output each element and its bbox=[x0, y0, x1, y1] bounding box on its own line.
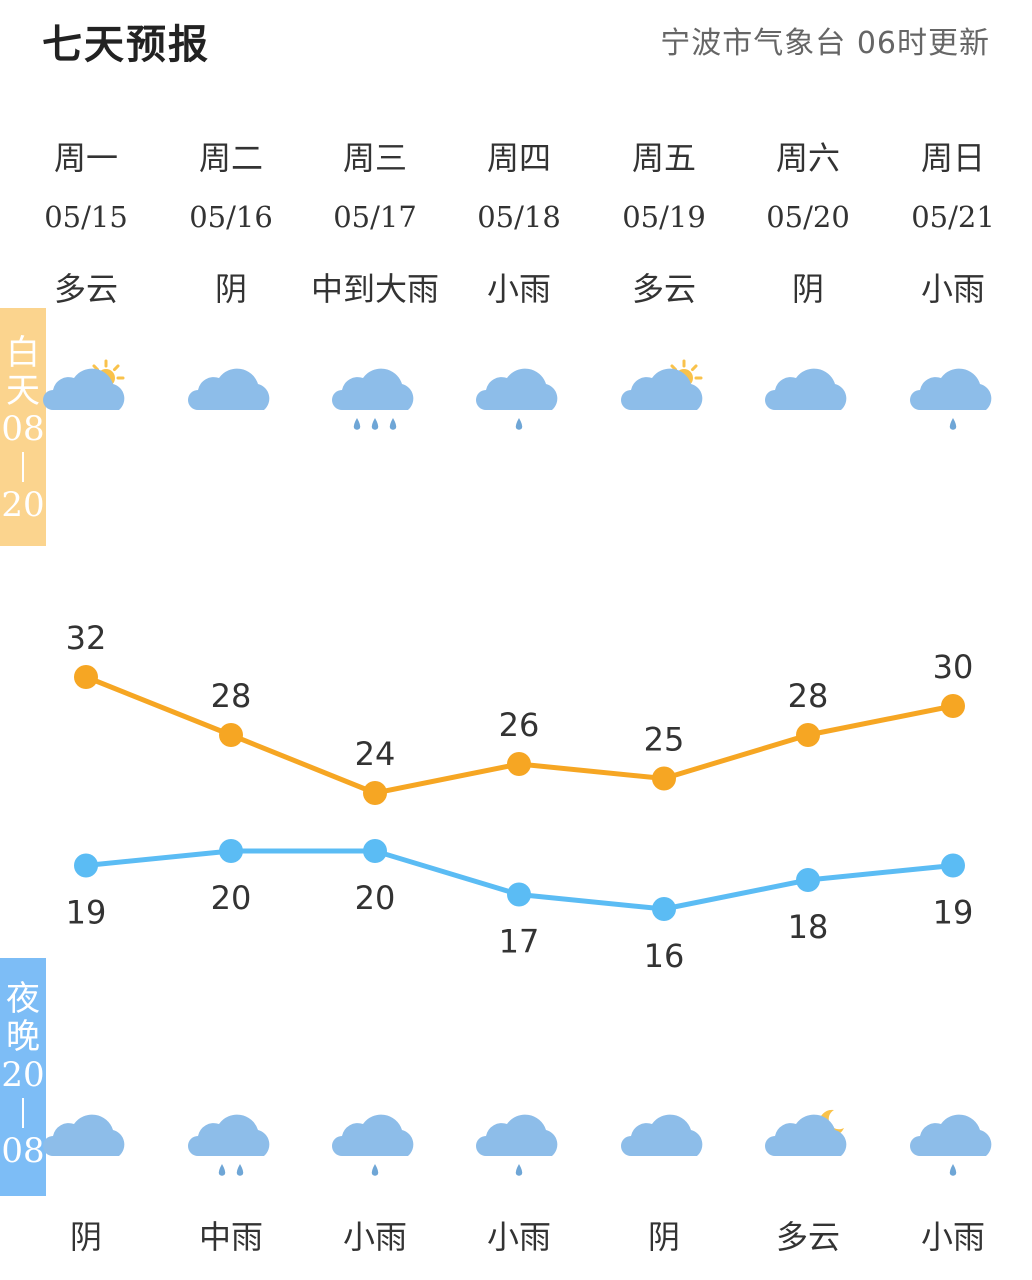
update-source: 宁波市气象台 06时更新 bbox=[660, 26, 990, 61]
low-temp-point bbox=[74, 853, 98, 878]
day-condition-label: 小雨 bbox=[920, 270, 985, 308]
cloudy-icon bbox=[621, 1114, 703, 1156]
high-temp-label: 28 bbox=[788, 677, 829, 715]
night-tag: 夜 晚 20 08 bbox=[0, 958, 46, 1196]
day-condition-label: 中到大雨 bbox=[310, 270, 439, 308]
weekday-label: 周日 bbox=[920, 139, 985, 177]
low-temp-label: 20 bbox=[211, 879, 252, 917]
low-temp-point bbox=[219, 839, 243, 863]
night-tag-time: 20 bbox=[1, 1055, 45, 1095]
night-tag-char: 夜 bbox=[6, 979, 40, 1019]
partly-cloudy-day-icon bbox=[621, 359, 703, 410]
low-temp-label: 20 bbox=[355, 879, 396, 917]
night-condition-label: 多云 bbox=[775, 1218, 840, 1256]
high-temp-label: 28 bbox=[211, 677, 252, 715]
daytime-tag-time: 08 bbox=[1, 409, 45, 449]
high-temp-point bbox=[507, 752, 531, 776]
night-condition-label: 阴 bbox=[69, 1218, 102, 1256]
daytime-tag-time: 20 bbox=[1, 485, 45, 525]
night-tag-char: 晚 bbox=[6, 1017, 40, 1057]
low-temp-point bbox=[507, 882, 531, 907]
low-temp-label: 19 bbox=[933, 894, 974, 932]
light-rain-icon bbox=[476, 368, 558, 430]
weekday-label: 周四 bbox=[486, 139, 551, 177]
day-condition-label: 多云 bbox=[631, 270, 696, 308]
heavy-rain-icon bbox=[332, 368, 414, 430]
day-condition-label: 小雨 bbox=[486, 270, 551, 308]
weekday-label: 周三 bbox=[342, 139, 407, 177]
daytime-tag: 白 天 08 20 bbox=[0, 308, 46, 546]
high-temp-label: 25 bbox=[644, 721, 685, 759]
day-condition-label: 多云 bbox=[53, 270, 118, 308]
low-temp-point bbox=[796, 868, 820, 892]
high-temp-point bbox=[941, 694, 965, 718]
night-condition-label: 中雨 bbox=[198, 1218, 263, 1256]
low-temp-label: 16 bbox=[644, 937, 685, 975]
date-label: 05/20 bbox=[766, 200, 850, 234]
night-tag-divider bbox=[22, 1098, 24, 1128]
weekday-label: 周二 bbox=[198, 139, 263, 177]
high-temp-label: 26 bbox=[499, 706, 540, 744]
high-temp-point bbox=[363, 781, 387, 805]
low-temp-label: 18 bbox=[788, 908, 829, 946]
high-temp-label: 24 bbox=[355, 735, 396, 773]
partly-cloudy-day-icon bbox=[43, 359, 125, 410]
low-temp-point bbox=[652, 897, 676, 921]
daytime-tag-divider bbox=[22, 452, 24, 482]
night-condition-label: 小雨 bbox=[342, 1218, 407, 1256]
weekday-label: 周五 bbox=[631, 139, 696, 177]
day-condition-label: 阴 bbox=[791, 270, 824, 308]
high-temp-point bbox=[219, 723, 243, 747]
cloudy-icon bbox=[188, 368, 270, 410]
date-label: 05/15 bbox=[44, 200, 128, 234]
daytime-tag-char: 天 bbox=[6, 371, 40, 411]
cloudy-icon bbox=[43, 1114, 125, 1156]
date-label: 05/19 bbox=[622, 200, 706, 234]
weekday-label: 周一 bbox=[53, 139, 118, 177]
night-condition-label: 阴 bbox=[647, 1218, 680, 1256]
page-title: 七天预报 bbox=[42, 22, 210, 68]
night-condition-label: 小雨 bbox=[920, 1218, 985, 1256]
night-tag-time: 08 bbox=[1, 1131, 45, 1171]
high-temp-point bbox=[74, 665, 98, 689]
cloudy-icon bbox=[765, 368, 847, 410]
low-temp-label: 19 bbox=[66, 894, 107, 932]
partly-cloudy-night-icon bbox=[765, 1109, 847, 1156]
date-label: 05/21 bbox=[911, 200, 995, 234]
date-label: 05/17 bbox=[333, 200, 417, 234]
high-temp-label: 30 bbox=[933, 648, 974, 686]
night-condition-label: 小雨 bbox=[486, 1218, 551, 1256]
date-label: 05/16 bbox=[189, 200, 273, 234]
low-temp-point bbox=[363, 839, 387, 863]
day-condition-label: 阴 bbox=[214, 270, 247, 308]
daytime-tag-char: 白 bbox=[6, 333, 40, 373]
light-rain-icon bbox=[476, 1114, 558, 1176]
high-temp-point bbox=[796, 723, 820, 747]
high-temp-point bbox=[652, 766, 676, 791]
high-temp-label: 32 bbox=[66, 619, 107, 657]
light-rain-icon bbox=[910, 368, 992, 430]
low-temp-point bbox=[941, 853, 965, 878]
date-label: 05/18 bbox=[477, 200, 561, 234]
light-rain-icon bbox=[910, 1114, 992, 1176]
moderate-rain-icon bbox=[188, 1114, 270, 1176]
light-rain-icon bbox=[332, 1114, 414, 1176]
weekday-label: 周六 bbox=[775, 139, 840, 177]
low-temp-label: 17 bbox=[499, 923, 540, 961]
